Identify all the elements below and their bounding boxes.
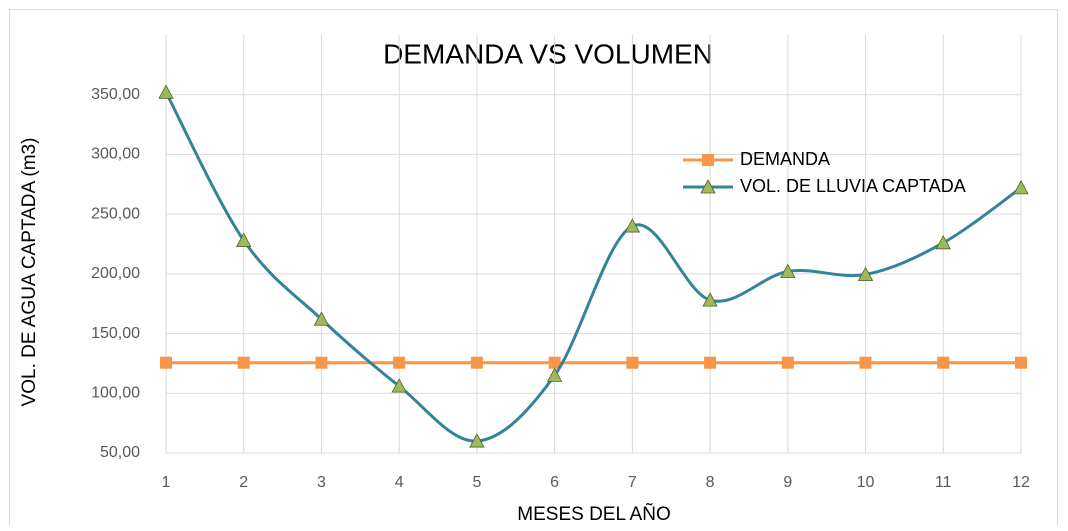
y-tick-label: 200,00 — [91, 265, 140, 282]
y-tick-label: 150,00 — [91, 325, 140, 342]
x-tick-label: 12 — [1012, 474, 1030, 491]
x-tick-label: 5 — [472, 474, 481, 491]
marker — [780, 263, 796, 278]
chart-title: DEMANDA VS VOLUMEN — [383, 38, 713, 69]
marker — [704, 356, 717, 369]
legend-label: VOL. DE LLUVIA CAPTADA — [740, 176, 966, 196]
marker — [857, 266, 874, 281]
marker — [313, 311, 330, 326]
y-tick-label: 250,00 — [91, 205, 140, 222]
marker — [937, 356, 950, 369]
x-tick-label: 11 — [935, 474, 952, 491]
x-tick-label: 1 — [162, 474, 171, 491]
legend-label: DEMANDA — [740, 149, 830, 169]
marker — [935, 234, 951, 250]
x-tick-label: 9 — [783, 474, 792, 491]
marker — [702, 292, 718, 307]
marker — [624, 218, 641, 233]
marker — [158, 84, 174, 99]
marker — [469, 433, 485, 448]
y-tick-label: 100,00 — [91, 385, 140, 402]
y-tick-label: 50,00 — [100, 444, 140, 461]
marker — [393, 356, 406, 369]
x-tick-label: 10 — [857, 474, 875, 491]
marker — [781, 356, 794, 369]
marker — [160, 356, 172, 369]
marker — [1015, 356, 1027, 369]
marker — [859, 356, 872, 369]
x-tick-label: 3 — [317, 474, 326, 491]
marker — [315, 356, 328, 369]
marker — [236, 232, 252, 247]
marker — [237, 356, 250, 369]
y-axis-label: VOL. DE AGUA CAPTADA (m3) — [19, 138, 40, 407]
x-tick-label: 8 — [706, 474, 715, 491]
y-tick-label: 300,00 — [91, 146, 140, 163]
x-tick-label: 7 — [628, 474, 637, 491]
x-tick-label: 4 — [395, 474, 404, 491]
legend-marker — [700, 179, 716, 194]
marker — [1013, 180, 1029, 195]
x-tick-label: 6 — [550, 474, 559, 491]
marker — [548, 356, 561, 369]
legend-marker — [702, 154, 714, 166]
x-tick-label: 2 — [239, 474, 248, 491]
marker — [626, 356, 639, 369]
x-axis-label: MESES DEL AÑO — [517, 503, 670, 525]
y-tick-label: 350,00 — [91, 86, 140, 103]
marker — [391, 378, 407, 393]
marker — [546, 367, 563, 382]
marker — [470, 356, 483, 369]
